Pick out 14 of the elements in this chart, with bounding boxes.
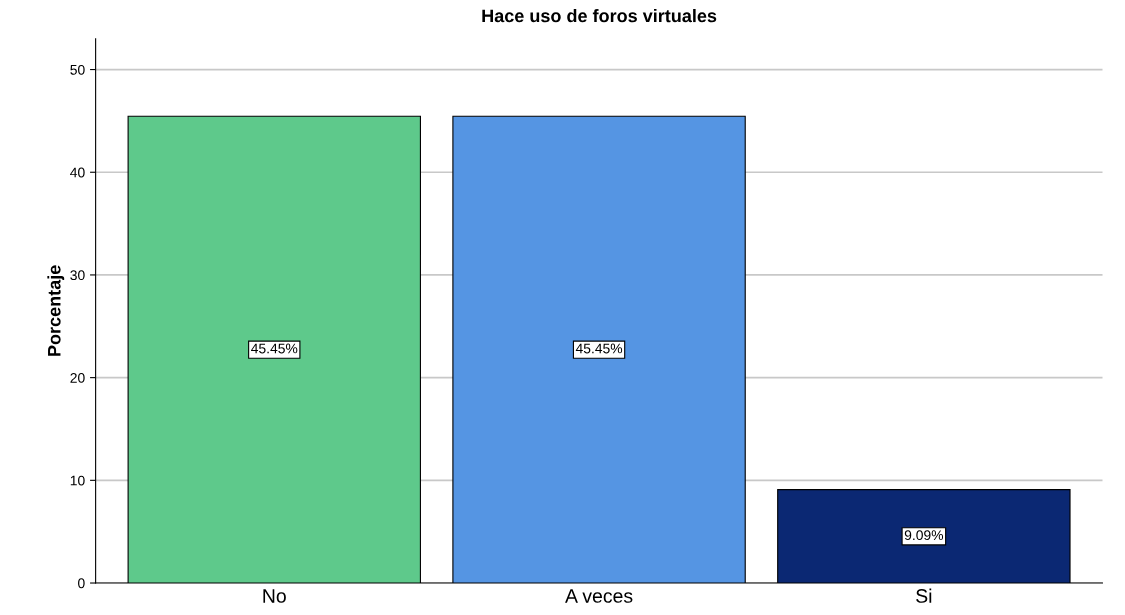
y-tick-label: 30 <box>70 270 85 281</box>
y-tick-label: 20 <box>70 372 85 383</box>
y-axis-title: Porcentaje <box>47 265 65 356</box>
y-tick-label: 50 <box>70 64 85 75</box>
data-label: 45.45% <box>251 343 298 354</box>
data-label: 45.45% <box>575 343 623 354</box>
y-tick-label: 10 <box>70 475 85 486</box>
y-tick-label: 0 <box>78 578 85 589</box>
x-tick-label: A veces <box>565 589 633 603</box>
data-label: 9.09% <box>904 530 944 541</box>
x-tick-label: Si <box>916 588 932 603</box>
y-tick-label: 40 <box>70 167 85 178</box>
x-tick-label: No <box>263 589 286 603</box>
chart-title: Hace uso de foros virtuales <box>482 8 717 23</box>
